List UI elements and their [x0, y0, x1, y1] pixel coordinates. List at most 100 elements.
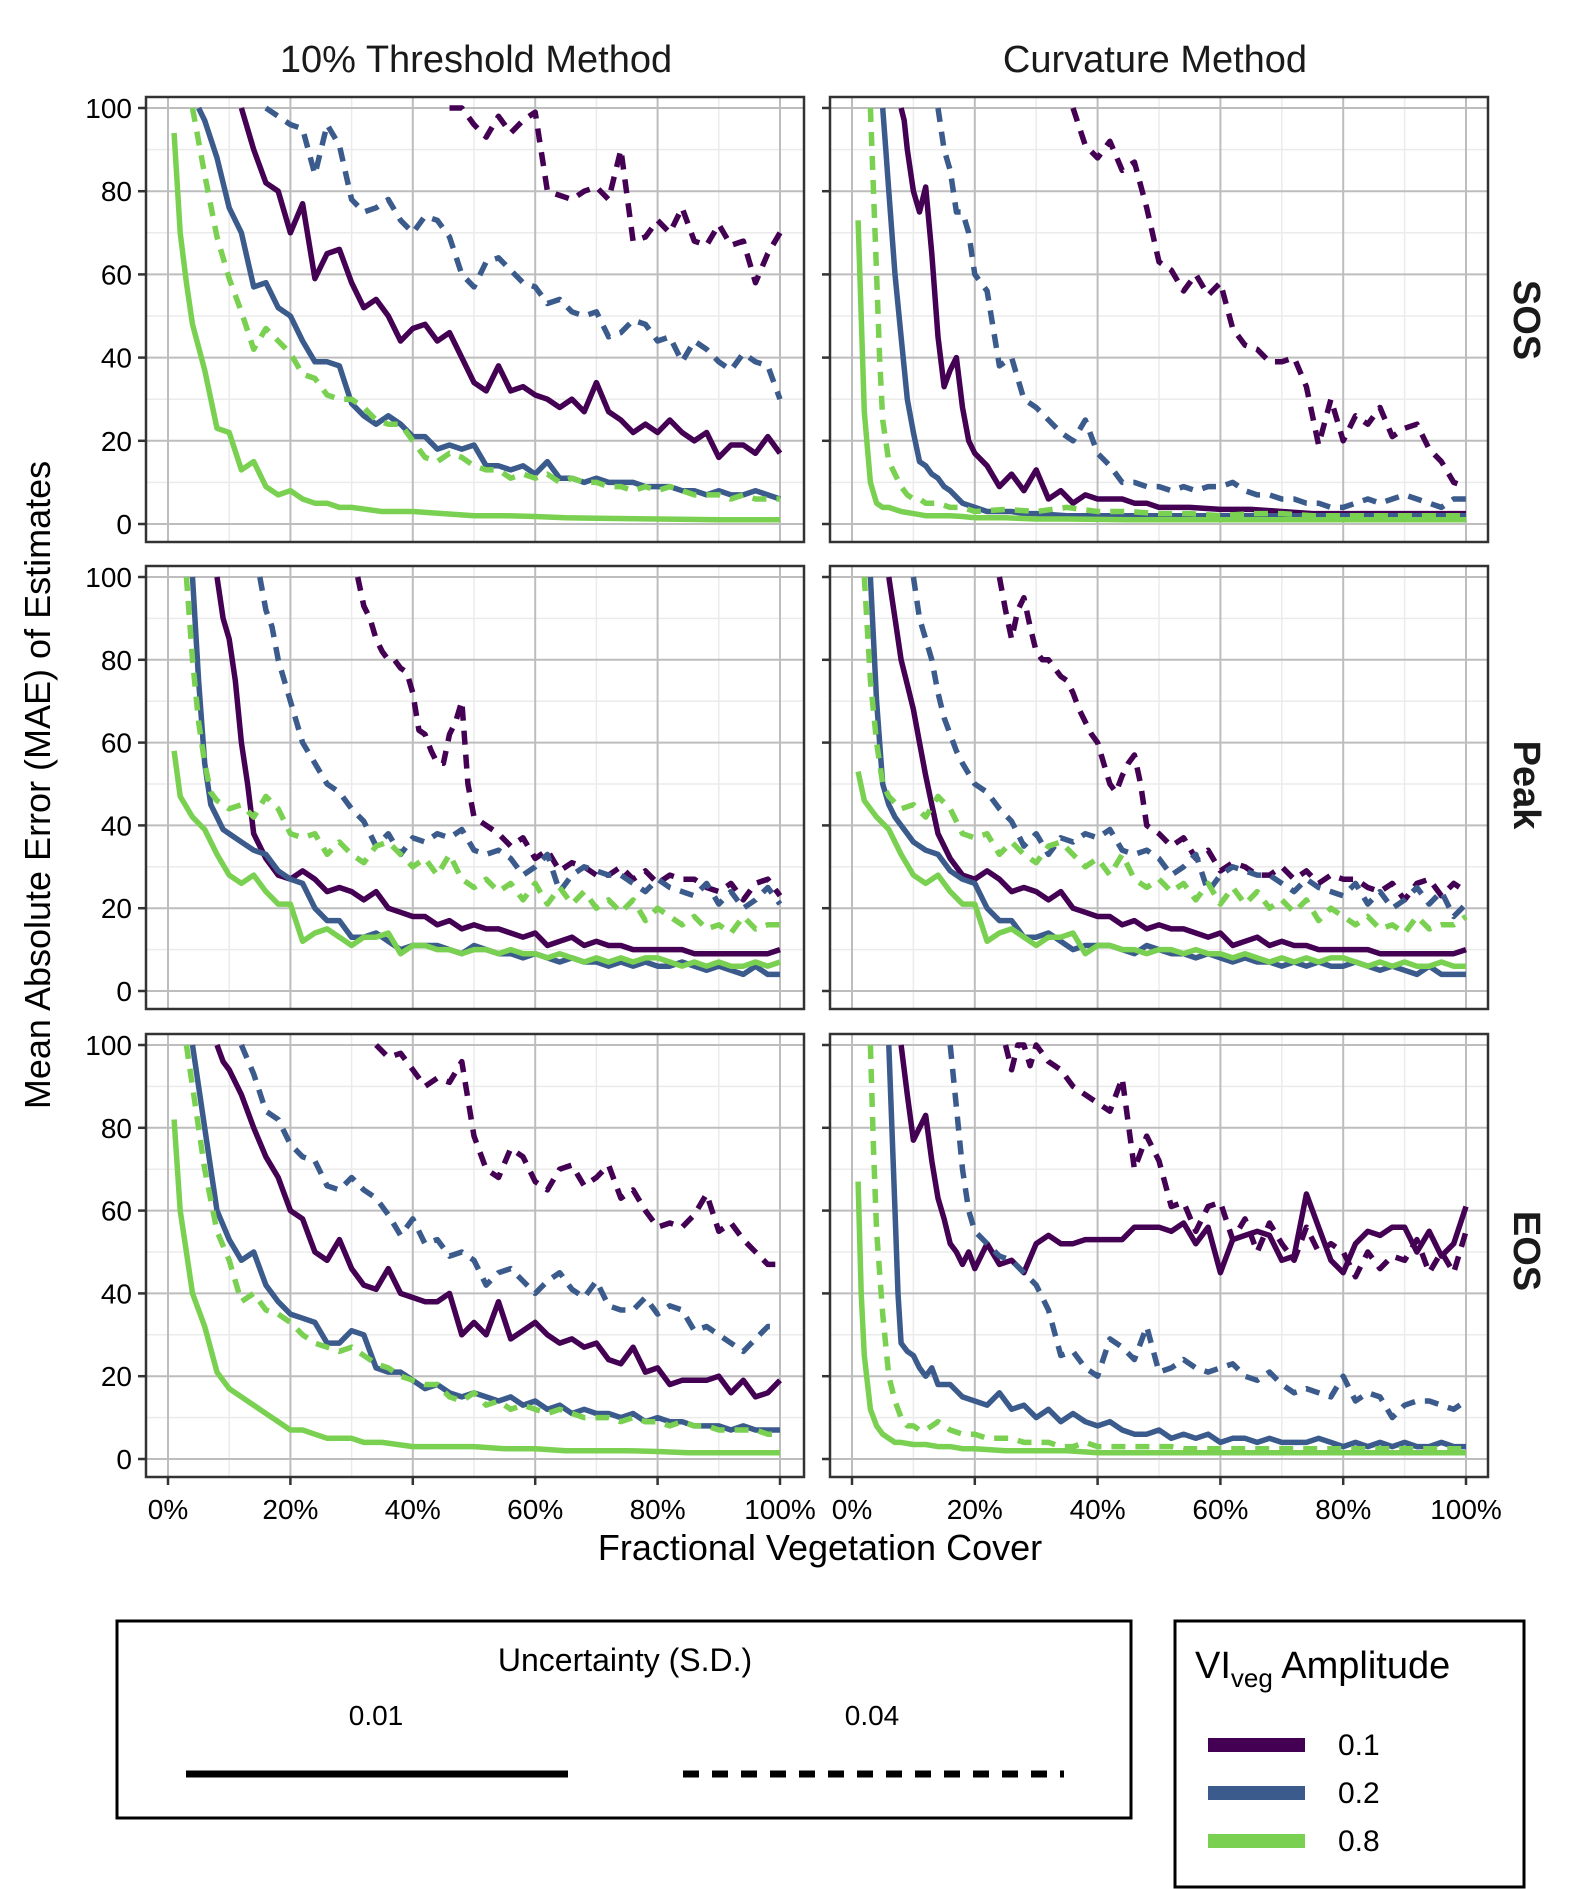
series-line-amp-0.2-sd-0.04	[264, 105, 783, 401]
series-line-amp-0.8-sd-0.01	[171, 132, 780, 523]
series-line-amp-0.2-sd-0.04	[935, 107, 1466, 511]
x-tick-label: 40%	[385, 1494, 441, 1525]
panel-border	[828, 1032, 1490, 1479]
series-lines	[171, 576, 783, 978]
series-lines	[171, 105, 783, 523]
x-axis-title: Fractional Vegetation Cover	[598, 1527, 1042, 1568]
panel-border	[144, 1032, 806, 1479]
legend-label-amp-0.2: 0.2	[1338, 1777, 1380, 1810]
panel-border	[828, 95, 1490, 544]
y-tick-label: 0	[116, 1444, 132, 1475]
legend-amplitude: VIveg Amplitude 0.1 0.2 0.8	[1173, 1619, 1526, 1889]
x-tick-label: 0%	[832, 1494, 872, 1525]
legend-uncertainty: Uncertainty (S.D.) 0.01 0.04	[115, 1619, 1133, 1820]
series-line-amp-0.2-sd-0.04	[910, 576, 1468, 920]
column-title-curvature: Curvature Method	[1003, 39, 1307, 81]
series-line-amp-0.2-sd-0.01	[189, 576, 780, 978]
y-tick-label: 80	[101, 645, 132, 676]
legend-amplitude-title: VIveg Amplitude	[1195, 1645, 1450, 1693]
series-line-amp-0.1-sd-0.04	[355, 576, 783, 903]
y-tick-label: 100	[85, 562, 132, 593]
y-tick-label: 40	[101, 810, 132, 841]
series-line-amp-0.8-sd-0.01	[855, 1181, 1466, 1456]
x-tick-label: 20%	[262, 1494, 318, 1525]
x-tick-label: 100%	[744, 1494, 816, 1525]
y-tick-label: 60	[101, 1196, 132, 1227]
legend-amplitude-title-sub: veg	[1231, 1663, 1273, 1693]
panel-peak-curvature	[822, 564, 1490, 1011]
series-lines	[171, 1043, 782, 1456]
legend-label-amp-0.1: 0.1	[1338, 1729, 1380, 1762]
series-line-amp-0.2-sd-0.01	[886, 1044, 1466, 1450]
y-tick-label: 0	[116, 509, 132, 540]
series-line-amp-0.1-sd-0.01	[886, 576, 1467, 957]
series-line-amp-0.1-sd-0.04	[996, 576, 1468, 903]
x-tick-label: 40%	[1070, 1494, 1126, 1525]
y-tick-label: 80	[101, 1113, 132, 1144]
y-tick-label: 20	[101, 893, 132, 924]
series-lines	[855, 107, 1467, 523]
row-title-eos: EOS	[1505, 1211, 1547, 1291]
series-line-amp-0.2-sd-0.01	[867, 576, 1466, 978]
legend-amplitude-title-main: VI	[1195, 1645, 1231, 1687]
series-line-amp-0.8-sd-0.04	[183, 1044, 780, 1437]
series-line-amp-0.8-sd-0.01	[855, 771, 1466, 969]
x-tick-label: 20%	[947, 1494, 1003, 1525]
y-tick-label: 60	[101, 728, 132, 759]
y-tick-label: 100	[85, 93, 132, 124]
panel-eos-curvature: 0% 20% 40% 60% 80% 100%	[822, 1032, 1502, 1525]
y-tick-label: 60	[101, 259, 132, 290]
y-tick-label: 40	[101, 343, 132, 374]
y-tick-label: 100	[85, 1030, 132, 1061]
panel-border	[144, 95, 806, 544]
x-tick-label: 80%	[1315, 1494, 1371, 1525]
panel-eos-threshold: 0 20 40 60 80 100 0% 20% 40% 60% 80% 100%	[85, 1030, 816, 1525]
series-line-amp-0.8-sd-0.04	[183, 576, 780, 936]
series-line-amp-0.8-sd-0.04	[189, 107, 780, 502]
legend-item-label-0.04: 0.04	[845, 1700, 900, 1731]
panel-border	[828, 564, 1490, 1011]
row-title-peak: Peak	[1505, 741, 1547, 831]
series-lines	[855, 576, 1468, 978]
series-line-amp-0.2-sd-0.04	[947, 1044, 1468, 1421]
series-line-amp-0.8-sd-0.01	[171, 1119, 780, 1456]
series-line-amp-0.2-sd-0.01	[879, 107, 1466, 519]
facet-panels: 0 20 40 60 80 100 0 20 40 60 80 100 0 20 40 60 80 100 0% 20…	[85, 93, 1502, 1525]
series-line-amp-0.1-sd-0.04	[449, 105, 783, 286]
series-lines	[855, 1042, 1469, 1456]
panel-border	[144, 564, 806, 1011]
x-tick-label: 0%	[148, 1494, 188, 1525]
y-axis-title: Mean Absolute Error (MAE) of Estimates	[17, 461, 58, 1109]
y-tick-label: 20	[101, 1361, 132, 1392]
legend-uncertainty-box	[115, 1619, 1133, 1820]
x-tick-label: 60%	[1192, 1494, 1248, 1525]
series-line-amp-0.2-sd-0.01	[189, 1044, 780, 1433]
series-line-amp-0.8-sd-0.04	[861, 576, 1468, 936]
series-line-amp-0.2-sd-0.04	[257, 576, 783, 911]
x-tick-label: 100%	[1430, 1494, 1502, 1525]
legend-amplitude-title-rest: Amplitude	[1273, 1645, 1450, 1687]
column-title-threshold: 10% Threshold Method	[280, 39, 672, 81]
series-line-amp-0.1-sd-0.01	[238, 107, 783, 461]
series-line-amp-0.1-sd-0.04	[1002, 1042, 1469, 1280]
x-tick-label: 60%	[507, 1494, 563, 1525]
legend-uncertainty-title: Uncertainty (S.D.)	[498, 1642, 752, 1678]
series-line-amp-0.1-sd-0.01	[898, 1044, 1469, 1276]
panel-peak-threshold: 0 20 40 60 80 100	[85, 562, 806, 1011]
series-line-amp-0.1-sd-0.04	[1070, 107, 1467, 490]
series-line-amp-0.2-sd-0.04	[238, 1043, 780, 1355]
y-tick-label: 0	[116, 976, 132, 1007]
series-line-amp-0.8-sd-0.04	[867, 1044, 1466, 1452]
row-title-sos: SOS	[1505, 280, 1547, 360]
series-line-amp-0.1-sd-0.04	[374, 1043, 780, 1268]
x-tick-label: 80%	[630, 1494, 686, 1525]
legend-label-amp-0.8: 0.8	[1338, 1825, 1380, 1858]
legend-item-label-0.01: 0.01	[349, 1700, 404, 1731]
panel-sos-curvature	[822, 95, 1490, 544]
y-tick-label: 80	[101, 176, 132, 207]
series-line-amp-0.1-sd-0.01	[214, 1044, 782, 1400]
series-line-amp-0.1-sd-0.01	[898, 107, 1466, 517]
series-line-amp-0.2-sd-0.01	[196, 106, 781, 502]
y-tick-label: 40	[101, 1278, 132, 1309]
